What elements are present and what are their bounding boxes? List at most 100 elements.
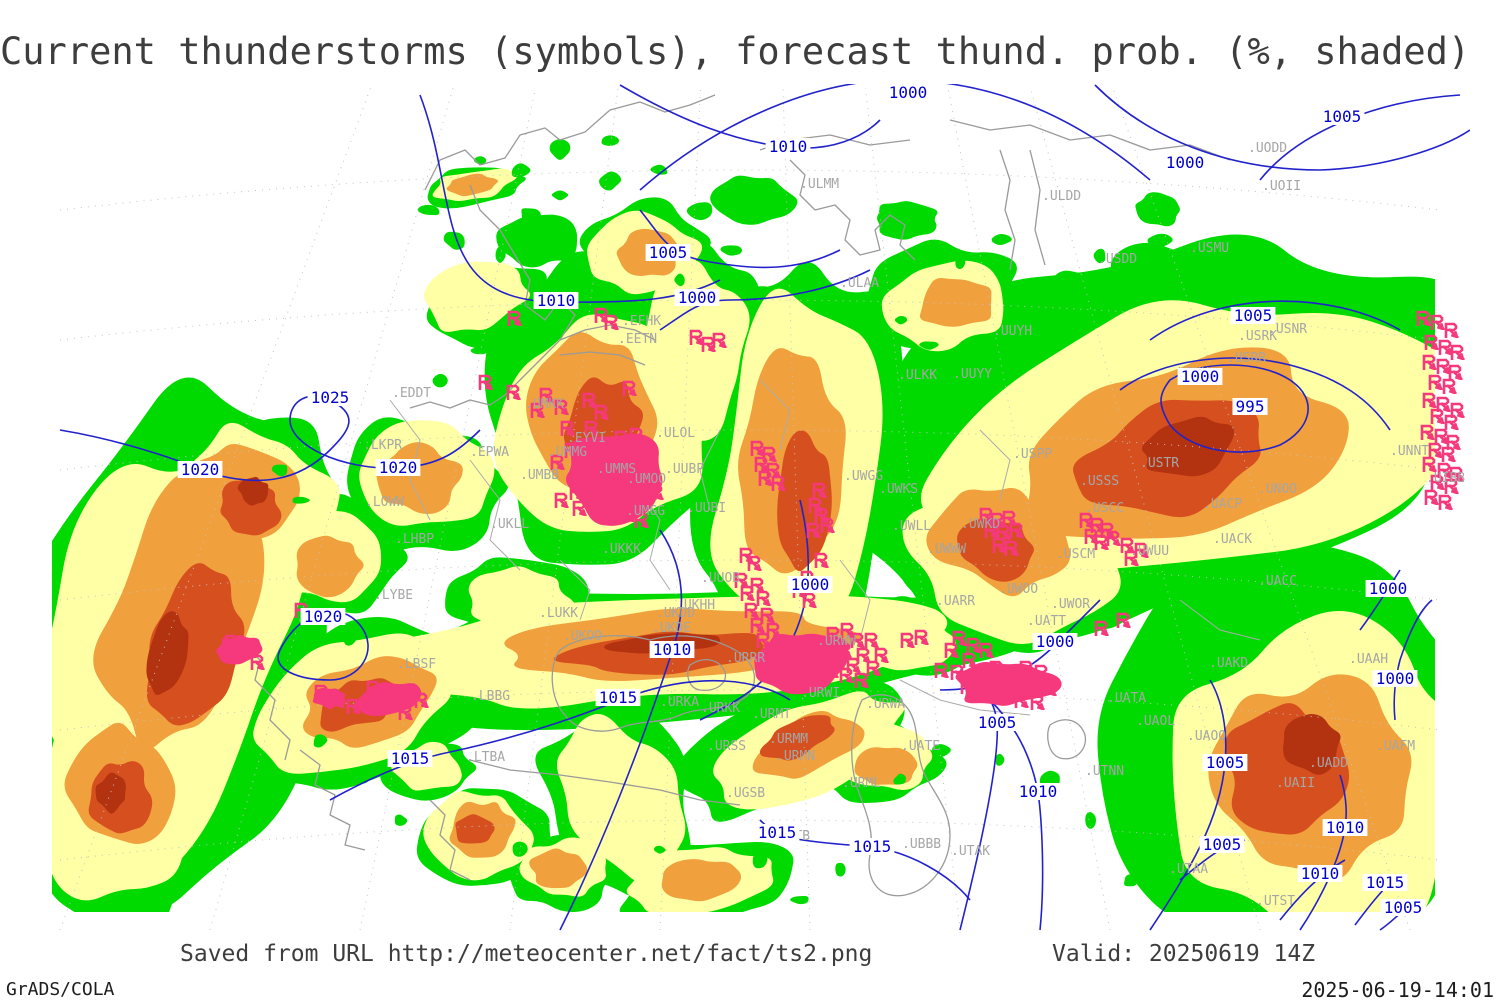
svg-text:.URMN: .URMN xyxy=(776,749,815,764)
svg-text:1005: 1005 xyxy=(978,713,1017,732)
coastline-caspian-sea xyxy=(851,694,951,897)
svg-text:1005: 1005 xyxy=(1206,753,1245,772)
svg-text:.LBSF: .LBSF xyxy=(397,657,436,672)
svg-text:1010: 1010 xyxy=(537,291,576,310)
svg-text:.URMM: .URMM xyxy=(769,732,808,747)
svg-text:.USSS: .USSS xyxy=(1080,474,1119,489)
isobar-lines xyxy=(59,84,1470,931)
svg-text:.URKA: .URKA xyxy=(660,695,699,710)
svg-text:995: 995 xyxy=(1236,397,1265,416)
svg-text:1015: 1015 xyxy=(1366,873,1405,892)
svg-text:.UUYY: .UUYY xyxy=(953,367,992,382)
svg-text:.UMMS: .UMMS xyxy=(597,462,636,477)
svg-text:.UWKS: .UWKS xyxy=(879,482,918,497)
svg-text:.URKK: .URKK xyxy=(701,701,740,716)
svg-text:.UUBP: .UUBP xyxy=(665,462,704,477)
svg-text:.USRR: .USRR xyxy=(1227,351,1266,366)
footer-saved-from-url: Saved from URL http://meteocenter.net/fa… xyxy=(180,941,873,967)
svg-text:.UMKK: .UMKK xyxy=(525,397,564,412)
station-labels: .ULMM .UODD .UOII .ULDD .USMU .USDD .ULAA .EFHK… xyxy=(363,141,1465,909)
svg-text:.UAOO: .UAOO xyxy=(1187,729,1226,744)
svg-text:.UODD: .UODD xyxy=(1248,141,1287,156)
svg-text:1000: 1000 xyxy=(889,83,928,102)
svg-text:.LOWW: .LOWW xyxy=(365,495,404,510)
svg-text:1000: 1000 xyxy=(1376,669,1415,688)
svg-text:.UTNN: .UTNN xyxy=(1085,764,1124,779)
svg-text:1000: 1000 xyxy=(1166,153,1205,172)
svg-text:.LTBA: .LTBA xyxy=(466,750,505,765)
coastline-scandinavia xyxy=(424,94,716,191)
svg-text:.URWA: .URWA xyxy=(866,697,905,712)
svg-text:.EDDT: .EDDT xyxy=(392,386,431,401)
svg-text:.UUOB: .UUOB xyxy=(701,571,740,586)
svg-text:.ULOL: .ULOL xyxy=(656,426,695,441)
svg-text:.UKOO: .UKOO xyxy=(563,629,602,644)
svg-text:.UMMG: .UMMG xyxy=(548,445,587,460)
svg-text:1010: 1010 xyxy=(769,137,808,156)
svg-text:.USDD: .USDD xyxy=(1098,252,1137,267)
svg-text:1010: 1010 xyxy=(1019,782,1058,801)
svg-text:.UNNT: .UNNT xyxy=(1390,444,1429,459)
svg-text:.UAOL: .UAOL xyxy=(1136,714,1175,729)
coastline-azov-sea xyxy=(687,659,727,691)
coastline-gulf-of-finland xyxy=(559,324,656,366)
svg-text:.UKHH: .UKHH xyxy=(676,598,715,613)
svg-text:1010: 1010 xyxy=(1301,864,1340,883)
svg-text:.USTR: .USTR xyxy=(1140,456,1179,471)
svg-text:1005: 1005 xyxy=(1323,107,1362,126)
coastline-arctic xyxy=(949,119,1231,271)
coastline-adriatic xyxy=(239,639,291,761)
svg-text:1020: 1020 xyxy=(379,458,418,477)
svg-text:.UACK: .UACK xyxy=(1213,532,1252,547)
svg-text:.LKPR: .LKPR xyxy=(363,438,402,453)
svg-text:.UTAA: .UTAA xyxy=(1169,862,1208,877)
svg-text:1015: 1015 xyxy=(391,749,430,768)
svg-text:.URWI: .URWI xyxy=(801,686,840,701)
svg-text:.UWGG: .UWGG xyxy=(844,469,883,484)
svg-text:.UAII: .UAII xyxy=(1276,776,1315,791)
svg-text:.ULDD: .ULDD xyxy=(1042,189,1081,204)
svg-text:.UATT: .UATT xyxy=(1027,614,1066,629)
svg-text:1020: 1020 xyxy=(304,607,343,626)
svg-text:1000: 1000 xyxy=(791,575,830,594)
svg-text:.LYBE: .LYBE xyxy=(374,588,413,603)
svg-text:.UNOO: .UNOO xyxy=(1258,482,1297,497)
probability-shading xyxy=(52,135,1435,912)
svg-text:.UWLL: .UWLL xyxy=(892,519,931,534)
map-title: Current thunderstorms (symbols), forecas… xyxy=(0,30,1471,73)
coastline-aral-sea xyxy=(1047,719,1087,760)
svg-text:1000: 1000 xyxy=(1369,579,1408,598)
svg-text:.EETN: .EETN xyxy=(618,332,657,347)
svg-text:.LBBG: .LBBG xyxy=(471,689,510,704)
svg-text:.USPP: .USPP xyxy=(1013,447,1052,462)
svg-text:.USMU: .USMU xyxy=(1190,241,1229,256)
svg-text:.UACC: .UACC xyxy=(1258,574,1297,589)
coastline-baltic xyxy=(409,184,576,409)
svg-text:.URMT: .URMT xyxy=(752,707,791,722)
svg-text:.UARR: .UARR xyxy=(936,594,975,609)
svg-text:.ULKK: .ULKK xyxy=(898,368,937,383)
svg-text:.UWWW: .UWWW xyxy=(927,542,966,557)
svg-text:.UWKD: .UWKD xyxy=(961,517,1000,532)
svg-text:.LUKK: .LUKK xyxy=(539,606,578,621)
coastline-aegean-turkey xyxy=(299,749,741,881)
svg-text:1015: 1015 xyxy=(853,837,892,856)
svg-text:.URSS: .URSS xyxy=(707,739,746,754)
svg-text:.UUBI: .UUBI xyxy=(687,501,726,516)
svg-text:1005: 1005 xyxy=(1203,835,1242,854)
svg-text:.EPWA: .EPWA xyxy=(470,445,509,460)
svg-text:.UMGG: .UMGG xyxy=(626,504,665,519)
svg-text:.UTAK: .UTAK xyxy=(951,844,990,859)
svg-text:1005: 1005 xyxy=(649,243,688,262)
svg-text:1005: 1005 xyxy=(1234,306,1273,325)
svg-text:.UWOR: .UWOR xyxy=(1051,597,1090,612)
svg-text:.UATA: .UATA xyxy=(1107,691,1146,706)
svg-text:1005: 1005 xyxy=(1384,898,1423,917)
svg-text:.USRK: .USRK xyxy=(1238,329,1277,344)
svg-text:.URWW: .URWW xyxy=(817,634,856,649)
svg-text:.UUYH: .UUYH xyxy=(993,324,1032,339)
svg-text:.EYVI: .EYVI xyxy=(567,431,606,446)
svg-text:.URML: .URML xyxy=(842,776,881,791)
svg-text:.USCM: .USCM xyxy=(1056,547,1095,562)
